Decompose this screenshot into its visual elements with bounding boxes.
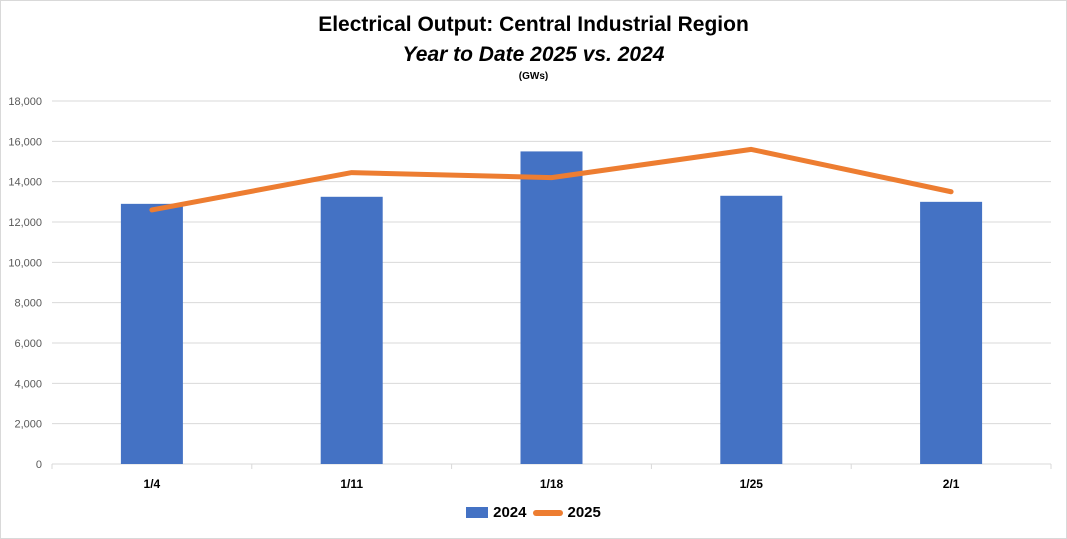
legend-item-2025: 2025 [532,504,601,521]
chart-legend: 2024 2025 [0,504,1067,521]
bar-2024 [720,195,783,465]
chart-title: Electrical Output: Central Industrial Re… [318,13,749,36]
y-tick-label: 6,000 [14,338,42,350]
bar-2024 [320,196,383,464]
x-tick-label: 1/11 [340,477,363,491]
y-tick-label: 4,000 [14,378,42,390]
x-tick-label: 1/18 [540,477,564,491]
bar-2024 [920,201,983,465]
y-tick-label: 18,000 [8,96,42,108]
chart-unit-label: (GWs) [518,71,549,82]
y-tick-label: 10,000 [8,257,42,269]
y-tick-label: 0 [36,459,42,471]
x-tick-label: 1/25 [740,477,764,491]
bar-2024 [120,203,183,464]
y-tick-label: 2,000 [14,419,42,431]
bar-2024 [520,151,583,464]
y-tick-label: 8,000 [14,298,42,310]
y-tick-label: 14,000 [8,177,42,189]
legend-item-2024: 2024 [466,504,527,521]
x-tick-label: 1/4 [144,477,161,491]
legend-swatch-line [532,509,563,516]
y-tick-label: 12,000 [8,217,42,229]
chart-subtitle: Year to Date 2025 vs. 2024 [402,43,665,66]
legend-swatch-bar [466,507,489,518]
x-tick-label: 2/1 [943,477,960,491]
legend-label-2024: 2024 [493,504,527,521]
y-tick-label: 16,000 [8,136,42,148]
legend-label-2025: 2025 [567,504,601,521]
